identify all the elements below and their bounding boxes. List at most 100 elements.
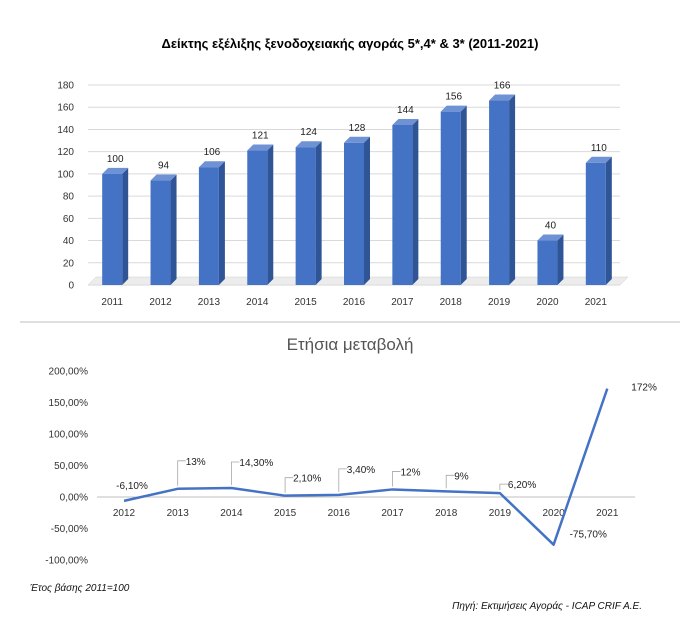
line-x-tick-label: 2013 xyxy=(167,508,190,519)
line-leader xyxy=(445,474,455,489)
line-series xyxy=(123,388,609,546)
line-leader xyxy=(230,461,240,485)
bar xyxy=(585,162,606,285)
bar-side xyxy=(412,119,419,285)
line-leader xyxy=(338,468,347,492)
line-leader xyxy=(284,477,294,493)
bar-side xyxy=(557,234,564,285)
line-y-tick-label: -100,00% xyxy=(45,556,88,567)
line-data-label: 172% xyxy=(631,383,657,394)
bar-side xyxy=(315,141,322,285)
line-x-tick-label: 2014 xyxy=(220,508,243,519)
bar-data-label: 121 xyxy=(252,131,269,142)
bar-side xyxy=(460,105,467,286)
bar xyxy=(392,125,413,285)
bar-data-label: 124 xyxy=(300,127,317,138)
line-leader xyxy=(177,460,186,486)
bar-top xyxy=(247,144,274,151)
line-y-tick-label: -50,00% xyxy=(51,524,88,535)
bar-top xyxy=(198,161,225,168)
bar-top xyxy=(150,174,177,181)
bar-y-tick-label: 60 xyxy=(63,214,75,225)
bar-top xyxy=(295,141,322,148)
bar-y-tick-label: 180 xyxy=(57,81,74,92)
bar xyxy=(198,167,219,285)
bar xyxy=(295,147,316,285)
line-leader xyxy=(392,471,401,487)
line-chart-title: Ετήσια μεταβολή xyxy=(286,335,414,354)
line-x-tick-label: 2017 xyxy=(381,508,404,519)
bar-data-label: 106 xyxy=(204,147,221,158)
line-x-tick-label: 2016 xyxy=(328,508,351,519)
bar-x-tick-label: 2012 xyxy=(149,297,172,308)
bar-top xyxy=(344,136,370,143)
bar-x-tick-label: 2017 xyxy=(391,297,414,308)
line-y-tick-label: 50,00% xyxy=(54,461,88,472)
bar-top xyxy=(489,94,516,101)
bar-side xyxy=(218,161,225,285)
line-y-tick-label: 150,00% xyxy=(49,398,89,409)
bar xyxy=(344,142,364,285)
bar-x-tick-label: 2018 xyxy=(440,297,463,308)
bar-side xyxy=(605,156,612,285)
bar xyxy=(537,240,558,285)
bar-x-tick-label: 2014 xyxy=(246,297,269,308)
line-x-tick-label: 2019 xyxy=(489,508,512,519)
bar-data-label: 40 xyxy=(545,221,557,232)
bar-side xyxy=(170,174,177,285)
line-data-label: 12% xyxy=(401,467,421,478)
source-note: Πηγή: Εκτιμήσεις Αγοράς - ICAP CRIF A.E. xyxy=(452,601,642,612)
bar-y-tick-label: 80 xyxy=(63,192,75,203)
bar-x-tick-label: 2016 xyxy=(343,297,366,308)
line-data-label: 2,10% xyxy=(293,474,321,485)
bar-y-tick-label: 120 xyxy=(57,147,74,158)
line-data-label: 14,30% xyxy=(239,458,273,469)
line-x-tick-label: 2021 xyxy=(596,508,619,519)
bar-top xyxy=(537,234,564,241)
bar-chart: 0 20 40 60 80 100 120 140 160 180 100 2011 94 2012 106… xyxy=(57,81,629,308)
bar-y-tick-label: 0 xyxy=(68,281,74,292)
bar-top xyxy=(102,167,129,174)
bar-side xyxy=(122,167,129,285)
bar-data-label: 166 xyxy=(494,81,511,92)
line-data-label: -6,10% xyxy=(116,481,148,492)
line-y-tick-label: 200,00% xyxy=(49,367,89,378)
bar-data-label: 100 xyxy=(107,154,124,165)
bar-top xyxy=(585,156,612,163)
bar-x-tick-label: 2015 xyxy=(295,297,318,308)
bar xyxy=(440,111,461,286)
bar-side xyxy=(267,144,274,285)
line-x-tick-label: 2018 xyxy=(435,508,458,519)
bar-x-tick-label: 2019 xyxy=(488,297,511,308)
bar-x-tick-label: 2011 xyxy=(101,297,123,308)
base-year-note: Έτος βάσης 2011=100 xyxy=(30,583,130,594)
bar-y-tick-label: 100 xyxy=(57,169,74,180)
bar-y-tick-label: 140 xyxy=(57,125,74,136)
line-x-tick-label: 2020 xyxy=(542,508,565,519)
bar-top xyxy=(440,105,467,112)
bar-data-label: 128 xyxy=(349,123,366,134)
bar xyxy=(102,173,123,285)
line-data-label: 3,40% xyxy=(347,465,375,476)
line-data-label: 13% xyxy=(186,457,206,468)
bar-side xyxy=(509,94,516,285)
bar-chart-title: Δείκτης εξέλιξης ξενοδοχειακής αγοράς 5*… xyxy=(161,36,539,51)
bar xyxy=(489,100,510,285)
line-x-tick-label: 2015 xyxy=(274,508,297,519)
line-leader xyxy=(499,483,508,491)
line-y-tick-label: 100,00% xyxy=(49,430,89,441)
bar-data-label: 156 xyxy=(445,92,462,103)
line-data-label: 6,20% xyxy=(508,480,536,491)
line-data-label: 9% xyxy=(454,471,469,482)
bar-data-label: 94 xyxy=(158,161,170,172)
bar-side xyxy=(364,136,370,285)
bar xyxy=(150,180,171,285)
bar-data-label: 110 xyxy=(591,143,607,154)
bar-data-label: 144 xyxy=(397,105,414,116)
line-x-tick-label: 2012 xyxy=(113,508,136,519)
bar-top xyxy=(392,119,419,125)
bar-x-tick-label: 2013 xyxy=(198,297,221,308)
line-y-tick-label: 0,00% xyxy=(60,493,88,504)
